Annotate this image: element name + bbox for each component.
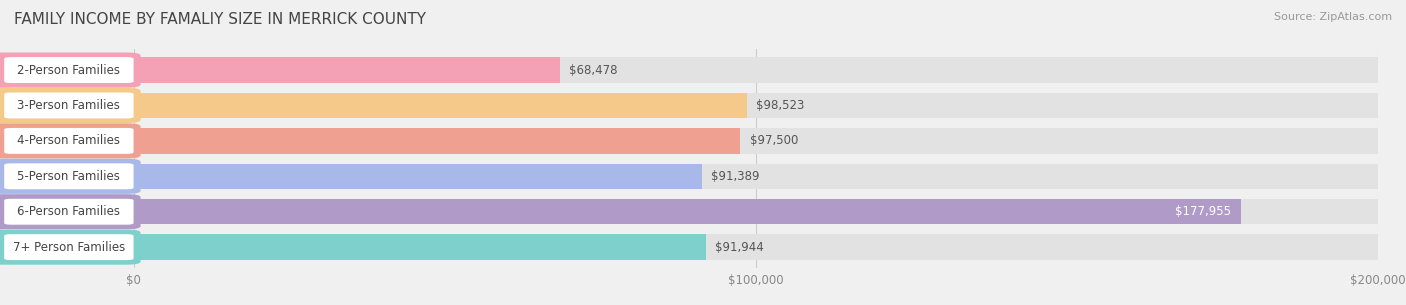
Bar: [134, 93, 747, 118]
Bar: [134, 199, 1378, 224]
Text: 7+ Person Families: 7+ Person Families: [13, 241, 125, 254]
Text: $68,478: $68,478: [569, 63, 617, 77]
Text: $91,944: $91,944: [714, 241, 763, 254]
Text: 3-Person Families: 3-Person Families: [17, 99, 121, 112]
Bar: [134, 235, 1378, 260]
Text: 4-Person Families: 4-Person Families: [17, 135, 121, 147]
Text: $97,500: $97,500: [749, 135, 797, 147]
Bar: [134, 235, 706, 260]
Bar: [134, 93, 1378, 118]
Text: 5-Person Families: 5-Person Families: [17, 170, 121, 183]
Text: $98,523: $98,523: [756, 99, 804, 112]
Text: $91,389: $91,389: [711, 170, 761, 183]
Text: $177,955: $177,955: [1175, 205, 1232, 218]
Bar: [134, 128, 1378, 154]
Bar: [134, 163, 702, 189]
Text: 6-Person Families: 6-Person Families: [17, 205, 121, 218]
Bar: [134, 163, 1378, 189]
Bar: [134, 57, 1378, 83]
Bar: [134, 57, 560, 83]
Text: Source: ZipAtlas.com: Source: ZipAtlas.com: [1274, 12, 1392, 22]
Text: FAMILY INCOME BY FAMALIY SIZE IN MERRICK COUNTY: FAMILY INCOME BY FAMALIY SIZE IN MERRICK…: [14, 12, 426, 27]
Text: 2-Person Families: 2-Person Families: [17, 63, 121, 77]
Bar: [134, 128, 740, 154]
Bar: [134, 199, 1240, 224]
